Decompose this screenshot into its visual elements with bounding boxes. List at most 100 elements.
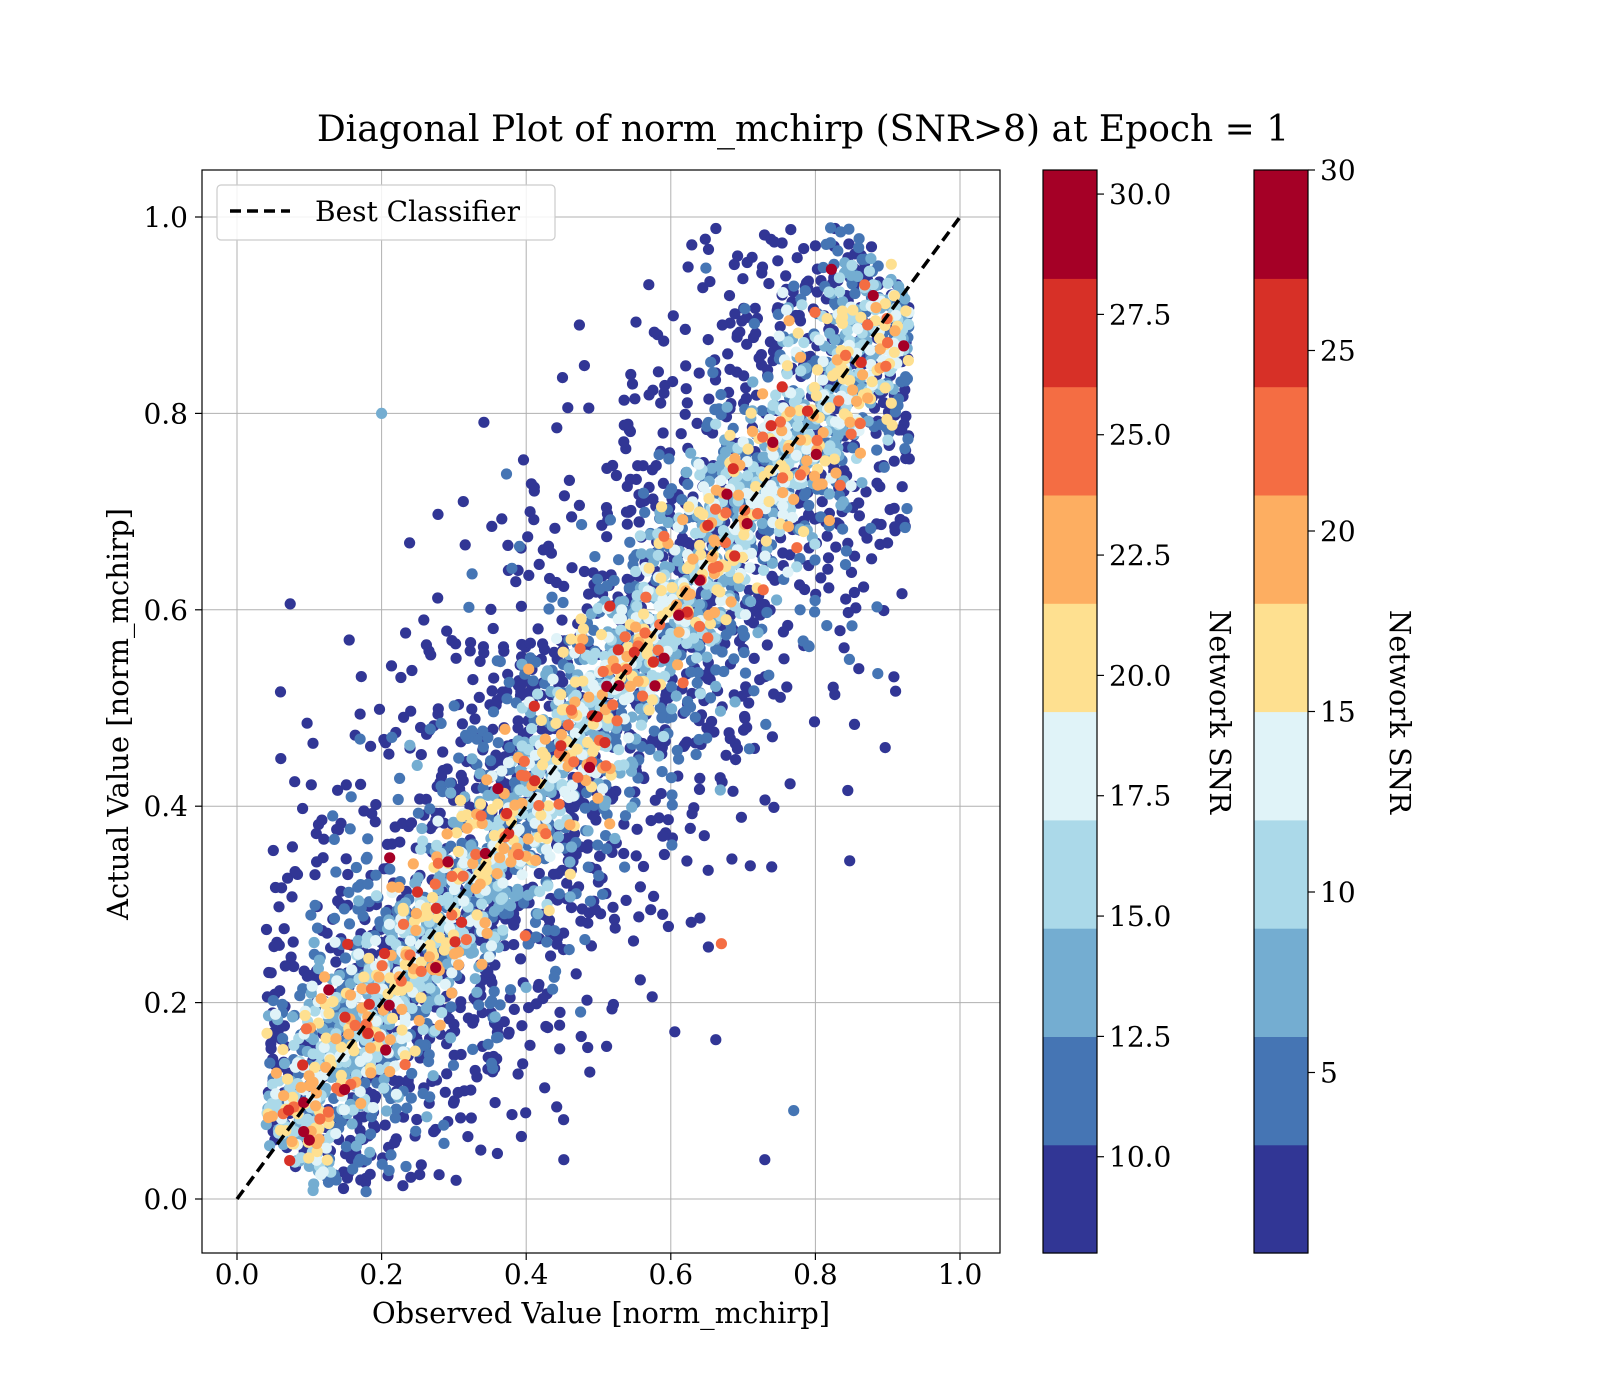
scatter-point: [730, 754, 742, 766]
scatter-point: [519, 930, 531, 942]
scatter-point: [624, 536, 636, 548]
scatter-point: [585, 652, 597, 664]
scatter-point: [540, 843, 553, 856]
scatter-point: [682, 261, 694, 273]
scatter-point: [880, 360, 892, 372]
scatter-point: [607, 901, 619, 913]
scatter-point: [415, 956, 427, 968]
scatter-point: [321, 1154, 333, 1166]
scatter-point: [698, 830, 710, 842]
scatter-point: [777, 287, 789, 299]
scatter-point: [524, 637, 537, 649]
scatter-point: [718, 574, 731, 586]
scatter-point: [432, 703, 444, 715]
scatter-point: [834, 625, 846, 637]
scatter-point: [685, 916, 697, 928]
scatter-point: [704, 618, 717, 630]
scatter-point: [566, 511, 578, 523]
scatter-point: [536, 723, 548, 735]
scatter-point: [705, 356, 717, 368]
scatter-point: [277, 1044, 289, 1056]
scatter-point: [330, 1033, 342, 1045]
scatter-point: [474, 655, 486, 668]
scatter-point: [450, 638, 462, 650]
scatter-point: [842, 784, 854, 797]
scatter-point: [548, 971, 560, 983]
colorbar-segment: [1043, 1144, 1097, 1254]
scatter-point: [633, 516, 645, 528]
scatter-point: [626, 801, 638, 813]
scatter-point: [782, 521, 795, 533]
colorbar-tick-label: 27.5: [1109, 298, 1171, 331]
scatter-point: [871, 477, 883, 489]
scatter-point: [829, 334, 841, 346]
scatter-point: [656, 766, 668, 778]
scatter-point: [744, 562, 756, 574]
scatter-point: [486, 977, 498, 989]
scatter-point: [701, 732, 713, 744]
scatter-point: [446, 987, 458, 999]
scatter-point: [469, 713, 481, 725]
scatter-point: [759, 794, 771, 806]
scatter-point: [582, 1041, 594, 1054]
scatter-point: [825, 222, 837, 234]
scatter-point: [562, 402, 574, 414]
scatter-point: [702, 941, 715, 953]
scatter-point: [515, 600, 528, 612]
scatter-point: [853, 242, 865, 254]
scatter-point: [619, 861, 631, 873]
scatter-point: [553, 798, 565, 810]
scatter-point: [282, 872, 294, 884]
scatter-point: [380, 1044, 392, 1056]
scatter-point: [397, 1111, 410, 1123]
scatter-point: [659, 560, 671, 573]
scatter-point: [864, 344, 876, 356]
scatter-point: [405, 1092, 417, 1104]
scatter-point: [575, 613, 587, 625]
scatter-point: [350, 861, 362, 874]
scatter-point: [879, 298, 891, 310]
scatter-point: [760, 718, 772, 731]
scatter-point: [496, 892, 509, 904]
scatter-point: [547, 868, 560, 880]
scatter-point: [885, 258, 897, 270]
scatter-point: [287, 1091, 299, 1103]
scatter-point: [331, 975, 343, 987]
scatter-point: [870, 302, 882, 314]
scatter-point: [458, 857, 470, 869]
scatter-point: [441, 1068, 453, 1080]
scatter-point: [306, 980, 318, 992]
scatter-point: [312, 963, 324, 975]
scatter-point: [457, 870, 469, 882]
scatter-point: [879, 742, 891, 754]
scatter-point: [662, 920, 675, 933]
scatter-point: [899, 521, 911, 534]
scatter-point: [547, 983, 559, 995]
scatter-point: [623, 732, 635, 744]
scatter-point: [720, 614, 732, 626]
colorbar-tick-label: 25.0: [1109, 419, 1171, 452]
scatter-point: [601, 680, 613, 693]
scatter-point: [460, 729, 472, 741]
scatter-point: [434, 994, 446, 1006]
scatter-point: [400, 627, 412, 639]
scatter-point: [339, 1011, 351, 1023]
scatter-point: [456, 916, 468, 928]
scatter-point: [520, 1107, 532, 1119]
scatter-point: [788, 280, 800, 292]
scatter-point: [815, 511, 827, 523]
scatter-point: [346, 964, 358, 976]
scatter-point: [865, 253, 877, 265]
scatter-point: [673, 753, 685, 765]
scatter-point: [714, 772, 726, 784]
scatter-point: [613, 680, 625, 692]
scatter-point: [370, 890, 383, 902]
scatter-point: [297, 802, 309, 815]
scatter-point: [846, 259, 858, 271]
scatter-point: [808, 716, 821, 728]
scatter-point: [284, 598, 296, 610]
scatter-point: [599, 650, 611, 662]
scatter-point: [342, 938, 354, 950]
scatter-point: [578, 360, 591, 372]
